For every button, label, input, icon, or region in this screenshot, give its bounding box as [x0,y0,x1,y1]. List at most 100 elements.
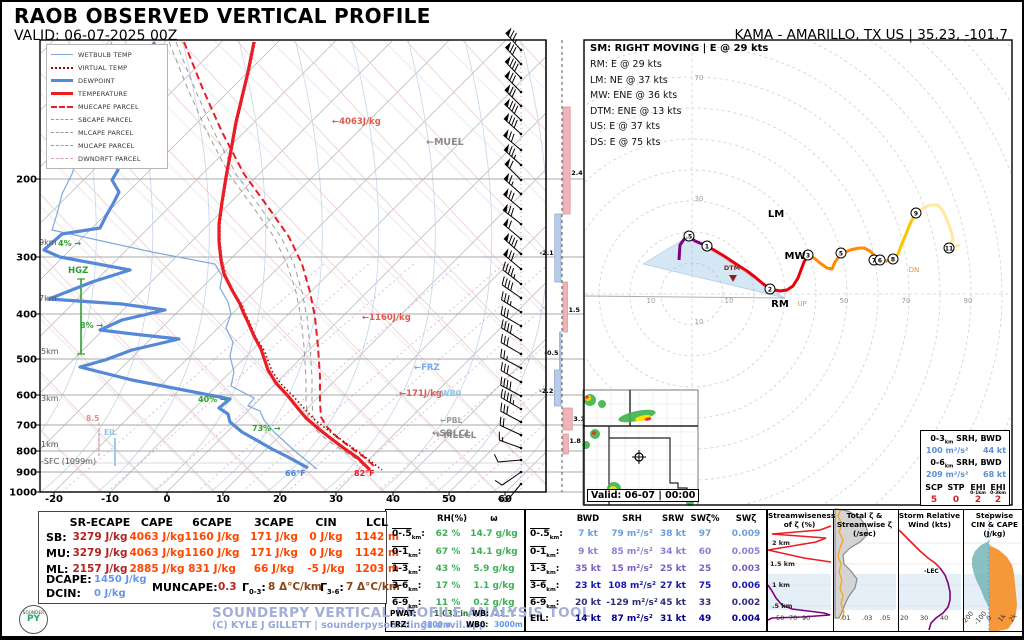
inflow-wedge [642,235,786,299]
muncape-value: 0.3 [218,581,237,593]
skewt-annotation: ←MUEL [426,137,464,148]
height-marker [701,240,713,252]
moist-adiabat [154,41,267,491]
streamwiseness-rm-line [767,525,832,563]
dtm-marker [729,275,737,282]
thermo-header: SR-ECAPE [69,516,131,529]
dcin-value: 0 J/kg [94,588,126,599]
legend-line-sample [51,145,73,146]
pressure-gridlines [40,40,584,493]
panel-divider [963,510,964,631]
pressure-tick-label: 400 [16,310,37,321]
thermo-value: 3279 J/kg [72,531,128,543]
kinematics-value: 97 [698,529,712,539]
pressure-tick-label: 700 [16,421,37,432]
svg-text:3: 3 [806,252,810,259]
thermo-row-label: ML: [46,563,69,576]
kinematics-value: 38 kt [660,529,686,539]
logo-text-top: SOUNDER [22,610,45,615]
kinematics-value: 35 kt [575,564,601,574]
rh-green-label: 8% → [80,321,103,330]
legend-line-sample [51,79,73,82]
svg-text:.5: .5 [686,233,692,240]
legend-line-sample [51,54,73,55]
ring-label: 90 [964,297,973,305]
height-label: 5km [41,347,59,356]
height-marker [764,283,776,295]
legend-item: SBCAPE PARCEL [51,113,163,126]
thermo-value: 4063 J/kg [129,531,185,543]
mixing-ratio-line [242,261,507,491]
legend-item: DWNDRFT PARCEL [51,152,163,165]
mini-panel-graphics [767,508,1022,631]
legend-item: WETBULB TEMP [51,48,163,61]
panel-title: Stepwise CIN & CAPE (J/kg) [971,511,1018,538]
wind-barb [500,388,523,411]
pressure-tick-label: 900 [16,468,37,479]
dry-adiabat [180,41,545,427]
thermo-table-box [38,511,387,604]
muncape-label: MUNCAPE: [152,581,218,594]
wind-barb [503,218,523,241]
moisture-extra-value: 21 °C [494,609,517,618]
omega-bar-value: 3.1 [573,415,585,423]
lapse-rate-3-6-label: Γ3-6: [320,581,344,597]
thermo-value: 1142 m [355,547,399,559]
legend-item: TEMPERATURE [51,87,163,100]
radar-echo [585,395,589,399]
mixing-ratio-line [62,261,327,491]
wind-barb [497,482,523,503]
svg-text:2: 2 [768,286,772,293]
svg-text:7: 7 [872,257,876,264]
dry-adiabat [462,41,545,131]
dcape-value: 1450 J/kg [94,574,147,585]
wind-barb [504,41,523,66]
svg-text:6: 6 [878,257,882,264]
kinematics-header: SWζ% [690,514,720,524]
hodograph-trace-segment [915,203,961,250]
moisture-row-label: 0-1km: [392,547,422,559]
moisture-extra-value: 1.033 in [434,609,469,618]
thermo-value: 171 J/kg [250,547,298,559]
kinematics-value: 0.006 [731,581,761,591]
kinematics-value: 108 m²/s² [608,581,656,591]
hodograph-ring [585,138,848,450]
ring-label: 10 [695,318,704,326]
wind-barb [500,376,523,398]
hodograph-point-label: RM [771,299,789,310]
composite-header: EHI [990,483,1006,492]
skewt-annotation: 8.5 [86,414,99,423]
composite-header: STP [947,483,965,492]
lapse-rate-0-3-label: Γ0-3: [242,581,266,597]
legend-line-sample [51,132,73,133]
temp-tick-label: 20 [273,494,287,505]
mixing-ratio-value: 14.7 g/kg [470,529,518,539]
footer-credit: (C) KYLE J GILLETT | sounderpysoundings.… [212,620,486,631]
kinematics-header: BWD [576,514,600,524]
wind-barb [504,158,523,182]
radar-valid-caption: Valid: 06-07 | 00:00 [587,489,700,502]
wind-barb [504,55,523,80]
skewt-background-lines [41,41,545,491]
omega-bar [562,407,573,431]
isotherm [224,170,545,491]
temp-tick-label: -20 [45,494,63,505]
dry-adiabat [41,194,328,491]
moisture-row-label: 0-.5km: [392,529,425,541]
srh-summary-box: 0-3km SRH, BWD 100 m²/s² 44 kt 0-6km SRH, B… [920,430,1010,506]
srw-lower-line [928,567,951,631]
surface-temp-label: 82°F [354,469,375,478]
lapse-rate-0-3-value: 8 Δ°C/km [268,581,322,593]
dry-adiabat [349,41,545,251]
mini-panels-box [767,509,1022,632]
kinematics-value: 87 m²/s² [611,614,653,624]
thermo-row-label: SB: [46,531,67,544]
height-label: 1km [41,440,59,449]
height-marker [874,254,886,266]
wind-barb [494,470,523,486]
muecape-parcel-curve [183,41,377,469]
pressure-tick-label: 200 [16,175,37,186]
hodograph-point-label: DTM [724,264,740,272]
srh-0-3-label: 0-3km SRH, BWD [930,434,1002,446]
